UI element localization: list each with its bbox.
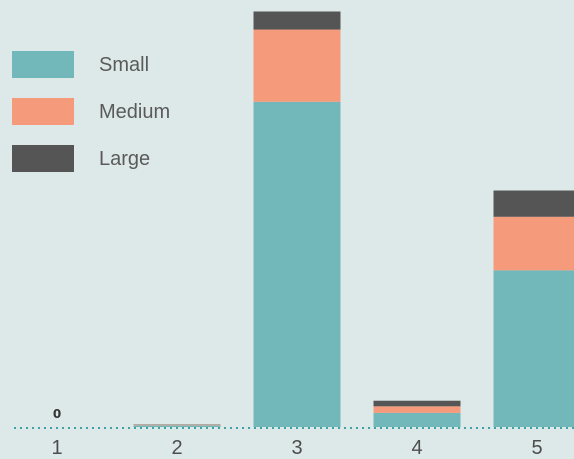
bar-segment-medium-5 [493, 216, 574, 271]
x-tick-label-4: 4 [411, 437, 422, 459]
legend-label-large: Large [99, 148, 150, 170]
x-tick-label-5: 5 [531, 437, 542, 459]
bar-segment-large-5 [493, 190, 574, 217]
legend-swatch-large [12, 145, 74, 172]
bar-segment-medium-4 [373, 406, 461, 413]
legend-swatch-small [12, 51, 74, 78]
x-axis-ticks: 1 2 3 4 5 [51, 437, 542, 459]
legend-label-small: Small [99, 54, 149, 76]
bars-layer [133, 11, 574, 428]
bar-segment-small-3 [253, 101, 341, 428]
bar-segment-large-3 [253, 11, 341, 30]
bar-segment-small-2 [133, 425, 221, 427]
bar-segment-small-5 [493, 270, 574, 427]
x-tick-label-3: 3 [291, 437, 302, 459]
legend-swatch-medium [12, 98, 74, 125]
bar-segment-medium-2 [133, 424, 221, 426]
bar-segment-medium-3 [253, 29, 341, 102]
bar-segment-small-4 [373, 412, 461, 427]
data-labels: 0 [53, 407, 61, 421]
x-tick-label-1: 1 [51, 437, 62, 459]
bar-segment-large-4 [373, 400, 461, 407]
x-tick-label-2: 2 [171, 437, 182, 459]
legend-label-medium: Medium [99, 101, 170, 123]
data-label-1: 0 [53, 407, 61, 421]
legend: Small Medium Large [12, 51, 170, 172]
